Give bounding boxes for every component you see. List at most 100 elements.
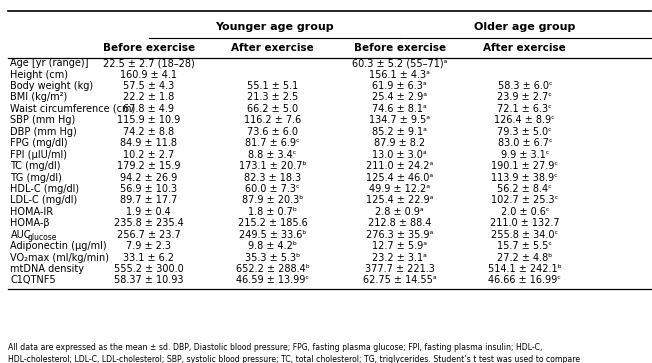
Text: 9.9 ± 3.1ᶜ: 9.9 ± 3.1ᶜ — [501, 150, 549, 160]
Text: 60.0 ± 7.3ᶜ: 60.0 ± 7.3ᶜ — [245, 184, 300, 194]
Text: 134.7 ± 9.5ᵃ: 134.7 ± 9.5ᵃ — [369, 115, 430, 125]
Text: 9.8 ± 4.2ᵇ: 9.8 ± 4.2ᵇ — [248, 241, 297, 251]
Text: 27.2 ± 4.8ᵇ: 27.2 ± 4.8ᵇ — [497, 253, 552, 262]
Text: 72.1 ± 6.3ᶜ: 72.1 ± 6.3ᶜ — [497, 104, 552, 114]
Text: 67.8 ± 4.9: 67.8 ± 4.9 — [123, 104, 174, 114]
Text: 73.6 ± 6.0: 73.6 ± 6.0 — [247, 127, 298, 137]
Text: 82.3 ± 18.3: 82.3 ± 18.3 — [244, 172, 301, 183]
Text: TC (mg/dl): TC (mg/dl) — [10, 161, 61, 171]
Text: 58.3 ± 6.0ᶜ: 58.3 ± 6.0ᶜ — [497, 81, 552, 91]
Text: 555.2 ± 300.0: 555.2 ± 300.0 — [114, 264, 183, 274]
Text: HOMA-IR: HOMA-IR — [10, 207, 53, 217]
Text: 23.9 ± 2.7ᶜ: 23.9 ± 2.7ᶜ — [497, 93, 552, 102]
Text: 35.3 ± 5.3ᵇ: 35.3 ± 5.3ᵇ — [245, 253, 300, 262]
Text: 179.2 ± 15.9: 179.2 ± 15.9 — [117, 161, 181, 171]
Text: 49.9 ± 12.2ᵃ: 49.9 ± 12.2ᵃ — [369, 184, 430, 194]
Text: 57.5 ± 4.3: 57.5 ± 4.3 — [123, 81, 174, 91]
Text: 15.7 ± 5.5ᶜ: 15.7 ± 5.5ᶜ — [497, 241, 552, 251]
Text: 156.1 ± 4.3ᵃ: 156.1 ± 4.3ᵃ — [369, 70, 430, 79]
Text: HDL-C (mg/dl): HDL-C (mg/dl) — [10, 184, 80, 194]
Text: 2.0 ± 0.6ᶜ: 2.0 ± 0.6ᶜ — [501, 207, 549, 217]
Text: 173.1 ± 20.7ᵇ: 173.1 ± 20.7ᵇ — [239, 161, 306, 171]
Text: 94.2 ± 26.9: 94.2 ± 26.9 — [120, 172, 177, 183]
Text: Body weight (kg): Body weight (kg) — [10, 81, 93, 91]
Text: Younger age group: Younger age group — [215, 22, 333, 32]
Text: 55.1 ± 5.1: 55.1 ± 5.1 — [247, 81, 298, 91]
Text: BMI (kg/m²): BMI (kg/m²) — [10, 93, 68, 102]
Text: 66.2 ± 5.0: 66.2 ± 5.0 — [247, 104, 298, 114]
Text: 87.9 ± 20.3ᵇ: 87.9 ± 20.3ᵇ — [242, 195, 303, 205]
Text: Adiponectin (μg/ml): Adiponectin (μg/ml) — [10, 241, 107, 251]
Text: 33.1 ± 6.2: 33.1 ± 6.2 — [123, 253, 174, 262]
Text: 115.9 ± 10.9: 115.9 ± 10.9 — [117, 115, 181, 125]
Text: 25.4 ± 2.9ᵃ: 25.4 ± 2.9ᵃ — [372, 93, 427, 102]
Text: Waist circumference (cm): Waist circumference (cm) — [10, 104, 136, 114]
Text: 46.66 ± 16.99ᶜ: 46.66 ± 16.99ᶜ — [488, 276, 561, 285]
Text: 255.8 ± 34.0ᶜ: 255.8 ± 34.0ᶜ — [492, 230, 558, 240]
Text: 1.9 ± 0.4: 1.9 ± 0.4 — [126, 207, 171, 217]
Text: 113.9 ± 38.9ᶜ: 113.9 ± 38.9ᶜ — [492, 172, 558, 183]
Text: Before exercise: Before exercise — [353, 43, 446, 53]
Text: 22.2 ± 1.8: 22.2 ± 1.8 — [123, 93, 174, 102]
Text: glucose: glucose — [27, 233, 57, 242]
Text: 56.9 ± 10.3: 56.9 ± 10.3 — [120, 184, 177, 194]
Text: SBP (mm Hg): SBP (mm Hg) — [10, 115, 76, 125]
Text: 1.8 ± 0.7ᵇ: 1.8 ± 0.7ᵇ — [248, 207, 297, 217]
Text: 23.2 ± 3.1ᵃ: 23.2 ± 3.1ᵃ — [372, 253, 427, 262]
Text: 74.6 ± 8.1ᵃ: 74.6 ± 8.1ᵃ — [372, 104, 427, 114]
Text: 256.7 ± 23.7: 256.7 ± 23.7 — [117, 230, 181, 240]
Text: 21.3 ± 2.5: 21.3 ± 2.5 — [247, 93, 298, 102]
Text: All data are expressed as the mean ± sd. DBP, Diastolic blood pressure; FPG, fas: All data are expressed as the mean ± sd.… — [8, 343, 542, 352]
Text: 126.4 ± 8.9ᶜ: 126.4 ± 8.9ᶜ — [494, 115, 556, 125]
Text: C1QTNF5: C1QTNF5 — [10, 276, 56, 285]
Text: 160.9 ± 4.1: 160.9 ± 4.1 — [120, 70, 177, 79]
Text: FPG (mg/dl): FPG (mg/dl) — [10, 138, 68, 148]
Text: 276.3 ± 35.9ᵃ: 276.3 ± 35.9ᵃ — [366, 230, 434, 240]
Text: 79.3 ± 5.0ᶜ: 79.3 ± 5.0ᶜ — [497, 127, 552, 137]
Text: 84.9 ± 11.8: 84.9 ± 11.8 — [120, 138, 177, 148]
Text: HOMA-β: HOMA-β — [10, 218, 50, 228]
Text: 7.9 ± 2.3: 7.9 ± 2.3 — [126, 241, 171, 251]
Text: 74.2 ± 8.8: 74.2 ± 8.8 — [123, 127, 174, 137]
Text: TG (mg/dl): TG (mg/dl) — [10, 172, 63, 183]
Text: 10.2 ± 2.7: 10.2 ± 2.7 — [123, 150, 174, 160]
Text: LDL-C (mg/dl): LDL-C (mg/dl) — [10, 195, 78, 205]
Text: 8.8 ± 3.4ᶜ: 8.8 ± 3.4ᶜ — [248, 150, 297, 160]
Text: 102.7 ± 25.3ᶜ: 102.7 ± 25.3ᶜ — [491, 195, 559, 205]
Text: 377.7 ± 221.3: 377.7 ± 221.3 — [364, 264, 435, 274]
Text: 81.7 ± 6.9ᶜ: 81.7 ± 6.9ᶜ — [245, 138, 300, 148]
Text: DBP (mm Hg): DBP (mm Hg) — [10, 127, 77, 137]
Text: 190.1 ± 27.9ᶜ: 190.1 ± 27.9ᶜ — [492, 161, 558, 171]
Text: Older age group: Older age group — [475, 22, 576, 32]
Text: 215.2 ± 185.6: 215.2 ± 185.6 — [238, 218, 307, 228]
Text: 652.2 ± 288.4ᵇ: 652.2 ± 288.4ᵇ — [235, 264, 310, 274]
Text: VO₂max (ml/kg/min): VO₂max (ml/kg/min) — [10, 253, 110, 262]
Text: 13.0 ± 3.0ᵃ: 13.0 ± 3.0ᵃ — [372, 150, 427, 160]
Text: 60.3 ± 5.2 (55–71)ᵃ: 60.3 ± 5.2 (55–71)ᵃ — [352, 58, 447, 68]
Text: 89.7 ± 17.7: 89.7 ± 17.7 — [120, 195, 177, 205]
Text: 56.2 ± 8.4ᶜ: 56.2 ± 8.4ᶜ — [497, 184, 552, 194]
Text: 235.8 ± 235.4: 235.8 ± 235.4 — [114, 218, 183, 228]
Text: FPI (μIU/ml): FPI (μIU/ml) — [10, 150, 67, 160]
Text: 61.9 ± 6.3ᵃ: 61.9 ± 6.3ᵃ — [372, 81, 427, 91]
Text: Before exercise: Before exercise — [102, 43, 195, 53]
Text: After exercise: After exercise — [484, 43, 566, 53]
Text: After exercise: After exercise — [231, 43, 314, 53]
Text: mtDNA density: mtDNA density — [10, 264, 84, 274]
Text: 125.4 ± 46.0ᵃ: 125.4 ± 46.0ᵃ — [366, 172, 433, 183]
Text: 62.75 ± 14.55ᵃ: 62.75 ± 14.55ᵃ — [363, 276, 436, 285]
Text: 12.7 ± 5.9ᵃ: 12.7 ± 5.9ᵃ — [372, 241, 427, 251]
Text: HDL-cholesterol; LDL-C, LDL-cholesterol; SBP, systolic blood pressure; TC, total: HDL-cholesterol; LDL-C, LDL-cholesterol;… — [8, 355, 580, 363]
Text: 249.5 ± 33.6ᵇ: 249.5 ± 33.6ᵇ — [239, 230, 306, 240]
Text: 2.8 ± 0.9ᵃ: 2.8 ± 0.9ᵃ — [376, 207, 424, 217]
Text: 83.0 ± 6.7ᶜ: 83.0 ± 6.7ᶜ — [497, 138, 552, 148]
Text: 514.1 ± 242.1ᵇ: 514.1 ± 242.1ᵇ — [488, 264, 562, 274]
Text: 87.9 ± 8.2: 87.9 ± 8.2 — [374, 138, 425, 148]
Text: 211.0 ± 132.7: 211.0 ± 132.7 — [490, 218, 559, 228]
Text: 212.8 ± 88.4: 212.8 ± 88.4 — [368, 218, 432, 228]
Text: AUC: AUC — [10, 230, 31, 240]
Text: Height (cm): Height (cm) — [10, 70, 68, 79]
Text: Age [yr (range)]: Age [yr (range)] — [10, 58, 89, 68]
Text: 22.5 ± 2.7 (18–28): 22.5 ± 2.7 (18–28) — [103, 58, 194, 68]
Text: 85.2 ± 9.1ᵃ: 85.2 ± 9.1ᵃ — [372, 127, 427, 137]
